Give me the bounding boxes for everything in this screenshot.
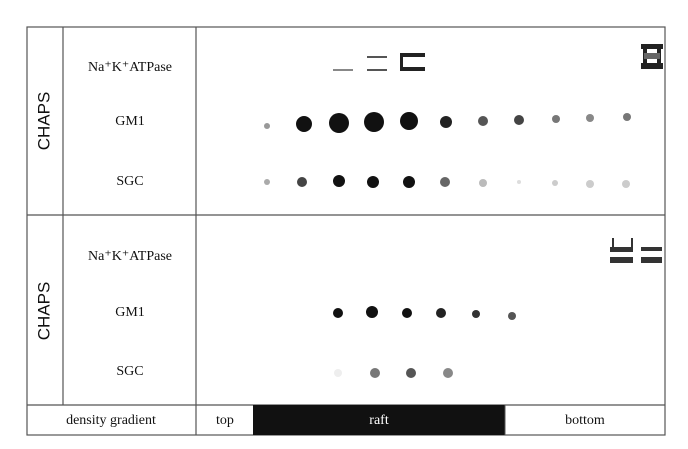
band xyxy=(612,238,614,248)
dot xyxy=(329,113,349,133)
dot xyxy=(472,310,480,318)
band xyxy=(400,53,425,57)
side-label: CHAPS xyxy=(34,282,53,341)
band xyxy=(631,238,633,248)
dot xyxy=(586,180,594,188)
band xyxy=(610,257,633,263)
dot xyxy=(443,368,453,378)
band xyxy=(333,69,353,71)
dot xyxy=(367,176,379,188)
band xyxy=(644,53,660,59)
footer-label: density gradient xyxy=(66,413,156,428)
row-label: GM1 xyxy=(115,114,145,129)
row-label: SGC xyxy=(116,364,143,379)
dot xyxy=(552,115,560,123)
dot xyxy=(366,306,378,318)
dot xyxy=(264,123,270,129)
dot xyxy=(552,180,558,186)
dot xyxy=(400,112,418,130)
row-label: Na⁺K⁺ATPase xyxy=(88,60,172,75)
dot xyxy=(406,368,416,378)
band xyxy=(641,247,662,251)
dot xyxy=(478,116,488,126)
dot xyxy=(297,177,307,187)
band xyxy=(367,69,387,71)
band xyxy=(400,67,425,71)
side-label: CHAPS xyxy=(34,92,53,151)
dot xyxy=(364,112,384,132)
dot xyxy=(402,308,412,318)
band xyxy=(400,53,403,71)
dot xyxy=(333,308,343,318)
dot xyxy=(508,312,516,320)
dot xyxy=(436,308,446,318)
dot xyxy=(586,114,594,122)
dot xyxy=(623,113,631,121)
band xyxy=(641,257,662,263)
band xyxy=(641,44,663,49)
figure: CHAPS CHAPS Na⁺K⁺ATPase GM1 SGC Na⁺K⁺ATP… xyxy=(0,0,688,449)
row-label: Na⁺K⁺ATPase xyxy=(88,249,172,264)
dot xyxy=(264,179,270,185)
row-label: SGC xyxy=(116,174,143,189)
band xyxy=(367,56,387,58)
dot xyxy=(440,177,450,187)
dot xyxy=(403,176,415,188)
footer-section: raft xyxy=(369,413,389,428)
dot xyxy=(333,175,345,187)
dot xyxy=(514,115,524,125)
dot xyxy=(334,369,342,377)
dot xyxy=(479,179,487,187)
footer-section: bottom xyxy=(565,413,605,428)
band xyxy=(641,63,663,69)
dot xyxy=(370,368,380,378)
dot xyxy=(440,116,452,128)
row-label: GM1 xyxy=(115,305,145,320)
dot xyxy=(517,180,521,184)
dot xyxy=(296,116,312,132)
footer-section: top xyxy=(216,413,234,428)
dot xyxy=(622,180,630,188)
